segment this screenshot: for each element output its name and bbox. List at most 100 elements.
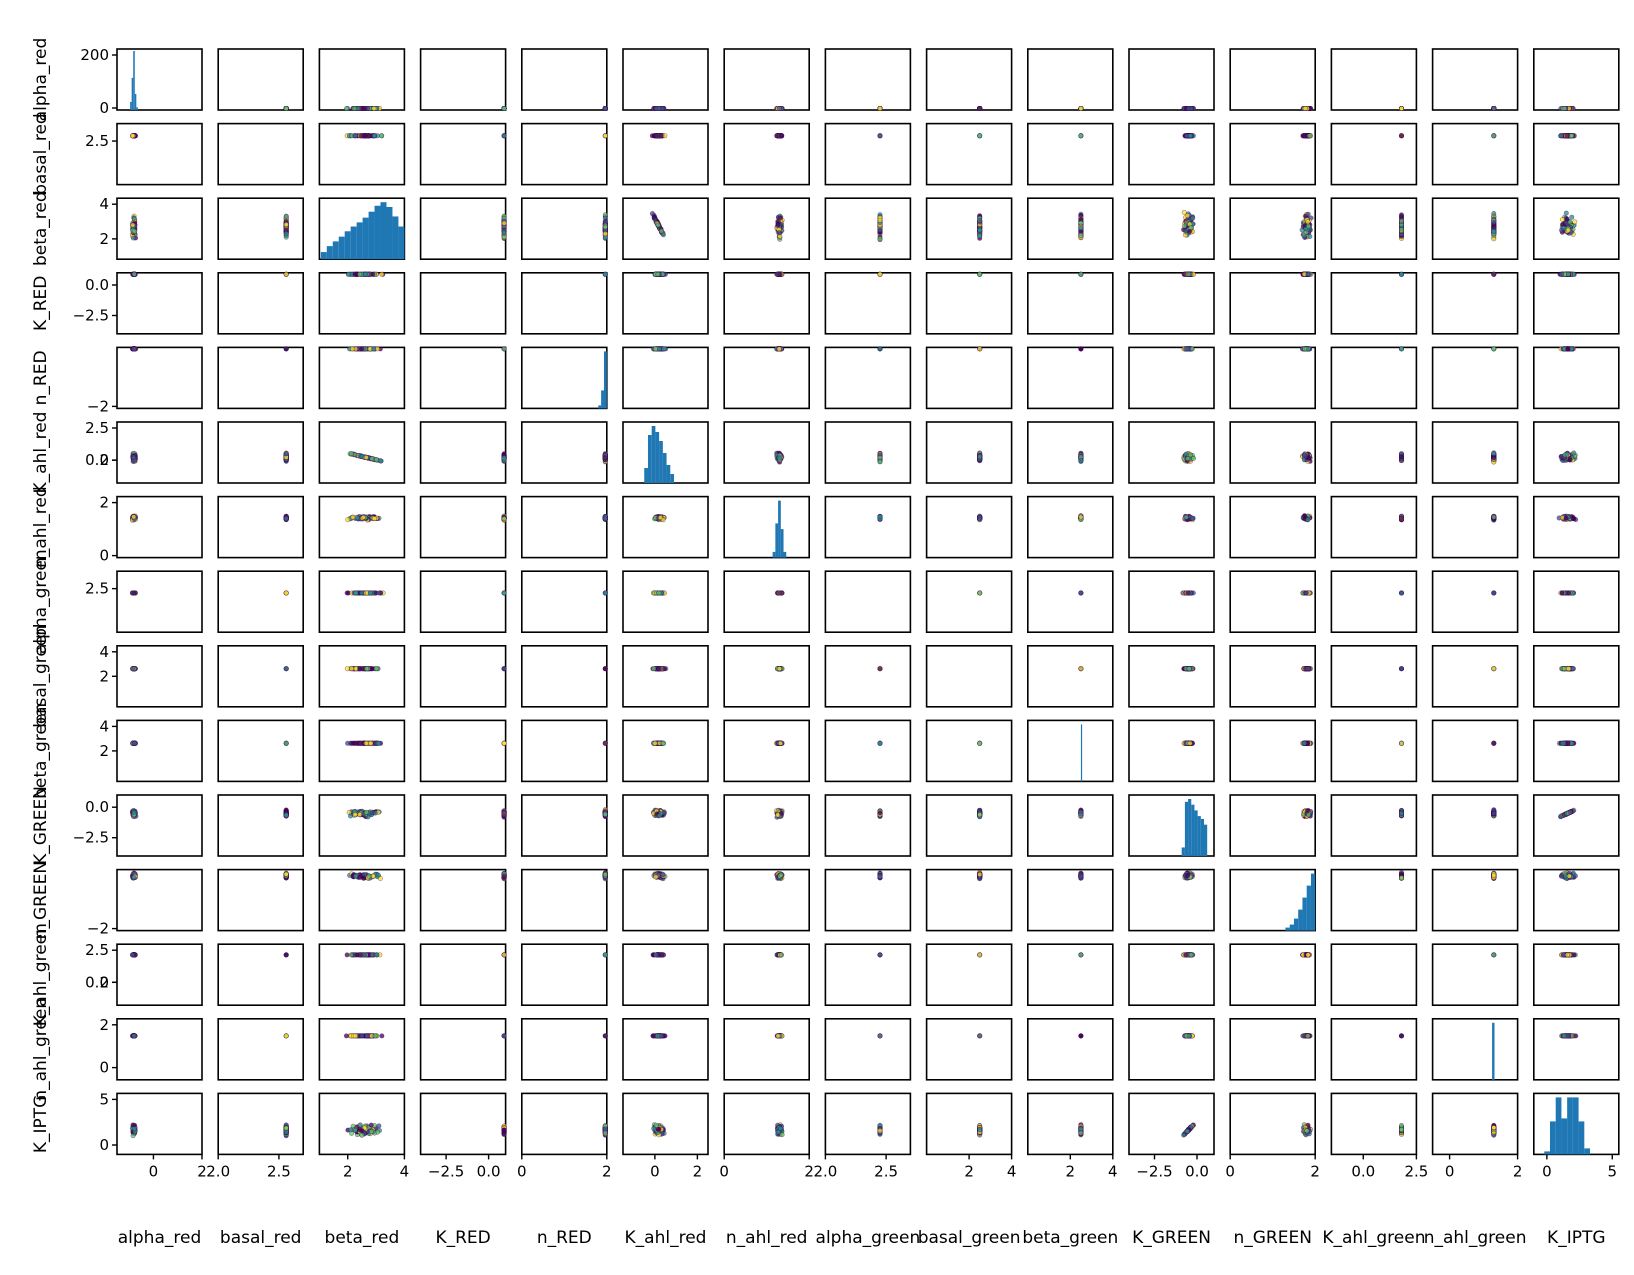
scatter-point: [776, 106, 782, 112]
scatter-point: [1569, 133, 1575, 139]
panel-beta_red-vs-n_ahl_red: [723, 197, 811, 260]
scatter-point: [977, 346, 983, 352]
scatter-point: [130, 133, 136, 139]
scatter-points: [977, 133, 983, 139]
scatter-point: [1558, 133, 1564, 139]
scatter-points: [283, 271, 289, 277]
panel-frame: [622, 48, 709, 111]
scatter-points: [652, 271, 668, 277]
histogram-bar: [662, 453, 667, 483]
panel-frame: [723, 421, 811, 484]
scatter-point: [1491, 224, 1497, 230]
scatter-point: [359, 453, 365, 459]
scatter-points: [774, 133, 785, 139]
scatter-points: [501, 133, 507, 139]
scatter-points: [1300, 271, 1314, 277]
panel-frame: [1128, 346, 1215, 410]
panel-frame: [1533, 346, 1620, 410]
panel-K_RED-vs-K_RED: [419, 271, 507, 335]
panel-n_RED-vs-n_RED: [520, 346, 608, 410]
panel-n_RED-vs-beta_red: [318, 346, 406, 410]
panel-frame: [723, 122, 811, 186]
panel-frame: [1128, 122, 1215, 186]
histogram-bar: [644, 468, 648, 483]
scatter-point: [343, 106, 349, 112]
scatter-point: [877, 106, 883, 112]
histogram-alpha_red: [130, 51, 138, 110]
scatter-point: [352, 133, 358, 139]
scatter-points: [1558, 346, 1577, 352]
scatter-point: [501, 133, 507, 139]
panel-n_RED-vs-alpha_red: −2: [87, 346, 203, 415]
panel-n_RED-vs-basal_red: [217, 346, 304, 410]
scatter-point: [131, 346, 137, 352]
y-tick-label: 200: [80, 46, 109, 64]
histogram-bar: [136, 107, 138, 110]
histogram-bar: [338, 236, 345, 260]
panel-frame: [824, 421, 912, 484]
panel-basal_red-vs-alpha_red: 2.5: [85, 122, 203, 186]
scatter-point: [1562, 106, 1568, 112]
scatter-points: [1078, 133, 1084, 139]
scatter-point: [1078, 133, 1084, 139]
scatter-point: [1565, 227, 1571, 233]
panel-frame: [1330, 271, 1418, 335]
scatter-points: [1078, 106, 1084, 112]
panel-basal_red-vs-beta_green: [1027, 122, 1114, 186]
panel-frame: [1027, 346, 1114, 410]
panel-n_ahl_red-vs-basal_red: [217, 495, 304, 559]
panel-frame: [1533, 197, 1620, 260]
scatter-points: [602, 271, 608, 277]
panel-basal_red-vs-n_GREEN: [1229, 122, 1316, 186]
scatter-point: [877, 217, 883, 223]
panel-frame: [419, 271, 507, 335]
scatter-point: [501, 235, 507, 241]
scatter-point: [371, 346, 377, 352]
scatter-points: [1491, 106, 1497, 112]
scatter-point: [1399, 133, 1405, 139]
scatter-point: [1491, 455, 1497, 461]
scatter-points: [877, 450, 883, 465]
scatter-point: [602, 271, 608, 277]
scatter-point: [363, 454, 369, 460]
scatter-point: [776, 346, 782, 352]
panel-K_ahl_red-vs-alpha_red: 20.02.5: [85, 419, 203, 484]
panel-beta_red-vs-alpha_red: 24: [99, 195, 203, 260]
scatter-point: [501, 346, 507, 352]
panel-frame: [1330, 122, 1418, 186]
histogram-bar: [380, 202, 387, 260]
scatter-point: [1078, 232, 1084, 238]
panel-frame: [419, 48, 507, 111]
panel-K_RED-vs-n_GREEN: [1229, 271, 1316, 335]
panel-alpha_red-vs-n_GREEN: [1229, 48, 1316, 112]
scatter-point: [877, 346, 883, 352]
scatter-point: [1565, 346, 1571, 352]
scatter-point: [1078, 457, 1084, 463]
panel-n_RED-vs-basal_green: [925, 346, 1013, 410]
scatter-point: [602, 455, 608, 461]
panel-beta_red-vs-beta_red: [318, 197, 406, 260]
panel-basal_red-vs-n_ahl_red: [723, 122, 811, 186]
scatter-point: [1306, 223, 1312, 229]
panel-frame: [520, 271, 608, 335]
scatter-point: [1491, 133, 1497, 139]
panel-frame: [1128, 271, 1215, 335]
panel-frame: [1229, 122, 1316, 186]
panel-K_ahl_red-vs-K_RED: [419, 421, 507, 484]
scatter-point: [1302, 106, 1308, 112]
panel-frame: [824, 122, 912, 186]
pair-plot-panels: 02002.524−2.50.0−220.02.5022.52424−2.50.…: [73, 46, 1620, 1180]
panel-frame: [520, 197, 608, 260]
scatter-points: [283, 346, 289, 352]
panel-frame: [318, 122, 406, 186]
histogram-bar: [670, 474, 674, 483]
panel-frame: [824, 346, 912, 410]
scatter-point: [1491, 106, 1497, 112]
scatter-point: [1189, 346, 1195, 352]
scatter-point: [352, 452, 358, 458]
histogram-bar: [655, 432, 660, 483]
scatter-point: [1571, 450, 1577, 456]
panel-frame: [1128, 48, 1215, 111]
panel-K_RED-vs-n_RED: [520, 271, 608, 335]
